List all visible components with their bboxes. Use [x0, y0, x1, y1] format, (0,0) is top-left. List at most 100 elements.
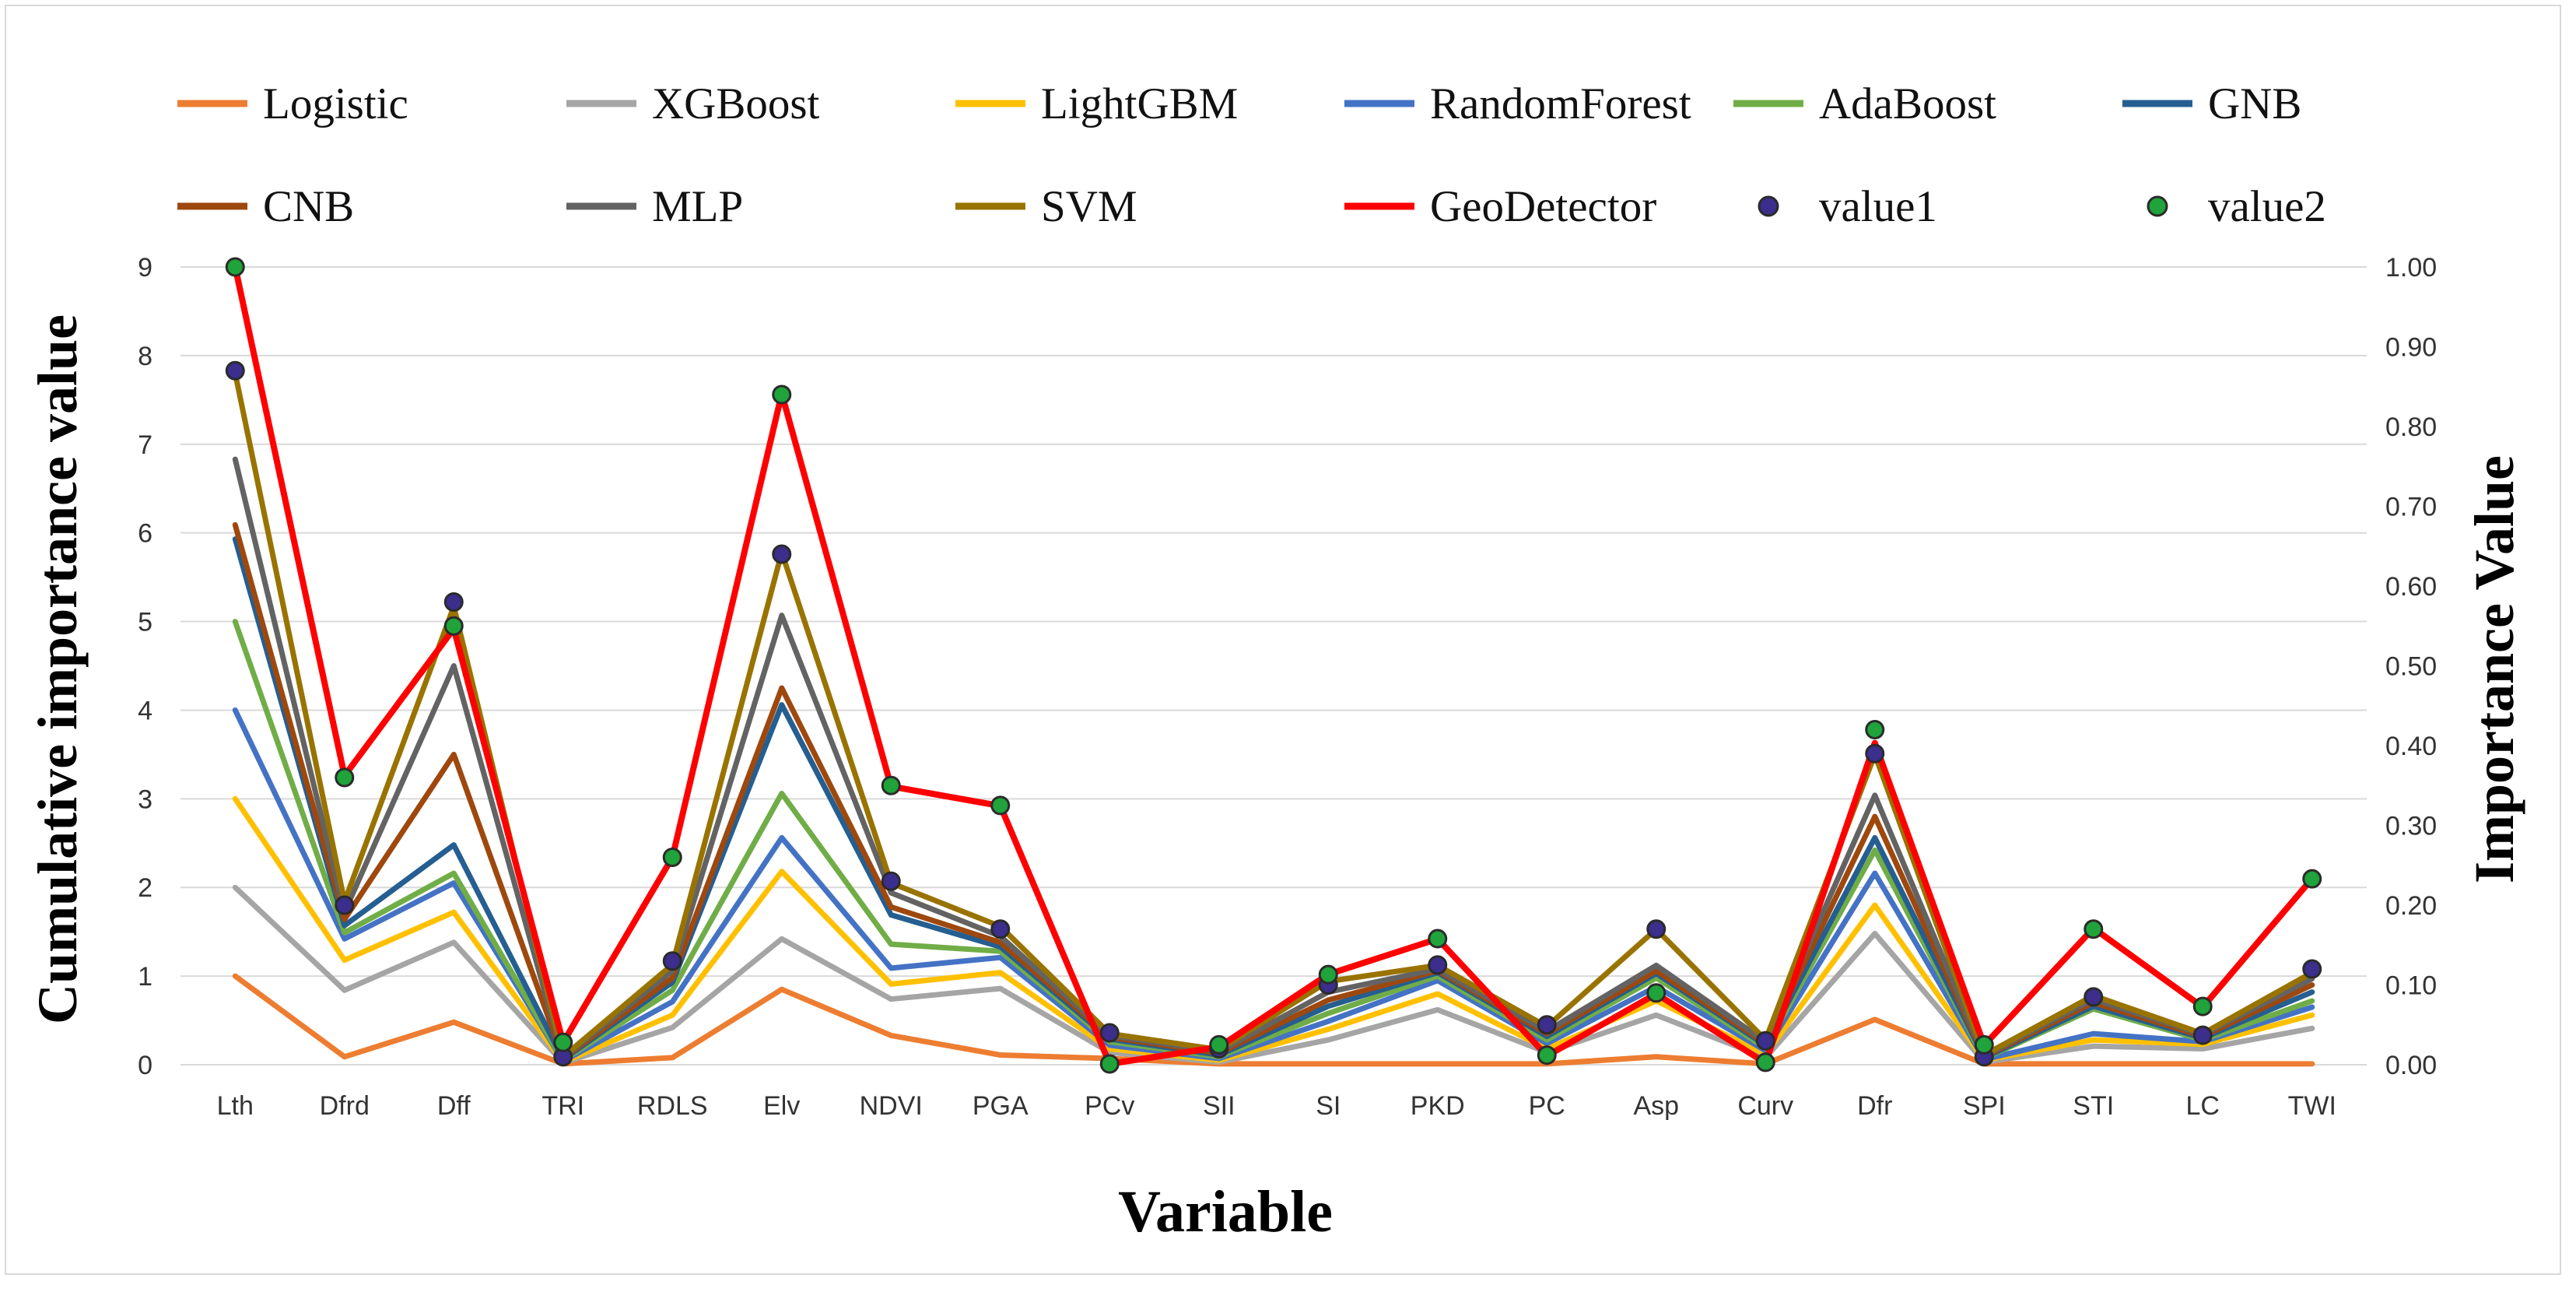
- marker-value2: [1318, 964, 1338, 985]
- marker-value2: [1755, 1052, 1775, 1073]
- marker-value2: [335, 767, 355, 788]
- legend-label-adaboost: AdaBoost: [1819, 79, 1996, 128]
- y-tick-label-left: 7: [138, 430, 152, 460]
- x-axis: Lth Dfrd Dff TRI RDLS Elv NDVI PGA PCv SII SI PKD PC…: [217, 1091, 2336, 1121]
- legend-swatch-value1: [1758, 195, 1779, 217]
- marker-value1: [2192, 1025, 2213, 1045]
- y-axis-title-left: Cumulative importance value: [26, 314, 89, 1024]
- y-tick-label-right: 1.00: [2385, 253, 2437, 283]
- marker-value1: [1755, 1030, 1775, 1051]
- marker-value2: [1428, 929, 1448, 949]
- y-tick-label-right: 0.10: [2385, 971, 2437, 1001]
- legend-label-randomforest: RandomForest: [1430, 79, 1691, 128]
- x-tick-label: Dfr: [1857, 1091, 1892, 1121]
- legend-label-value1: value1: [1819, 182, 1937, 231]
- series-line-logistic: [232, 973, 2315, 1067]
- marker-value2: [443, 616, 464, 636]
- x-tick-label: Asp: [1633, 1091, 1679, 1121]
- marker-value1: [662, 951, 682, 971]
- x-axis-title: Variable: [1118, 1179, 1333, 1245]
- x-tick-label: LC: [2186, 1091, 2220, 1121]
- legend-swatch-value2: [2147, 195, 2168, 217]
- legend-label-gnb: GNB: [2208, 79, 2301, 128]
- marker-value2: [1209, 1034, 1229, 1055]
- x-tick-label: PC: [1529, 1091, 1565, 1121]
- legend-label-xgboost: XGBoost: [652, 79, 820, 128]
- legend-label-logistic: Logistic: [263, 79, 408, 128]
- y-tick-label-right: 0.40: [2385, 732, 2437, 761]
- y-axis-left: 0 1 2 3 4 5 6 7 8 9: [138, 253, 152, 1080]
- marker-value1: [1428, 955, 1448, 975]
- marker-value1: [881, 871, 901, 891]
- marker-value1: [772, 544, 792, 564]
- x-tick-label: NDVI: [860, 1091, 923, 1121]
- legend-label-mlp: MLP: [652, 182, 743, 231]
- y-axis-right: 0.00 0.10 0.20 0.30 0.40 0.50 0.60 0.70 0.80 0.90…: [2385, 253, 2437, 1080]
- chart-frame: [5, 5, 2561, 1275]
- y-tick-label-right: 0.80: [2385, 413, 2437, 442]
- y-tick-label-right: 0.00: [2385, 1051, 2437, 1080]
- x-tick-label: PGA: [973, 1091, 1029, 1121]
- series-markers: [225, 257, 2322, 1074]
- y-tick-label-left: 6: [138, 519, 152, 549]
- y-tick-label-right: 0.20: [2385, 891, 2437, 921]
- y-tick-label-left: 8: [138, 342, 152, 371]
- marker-value1: [990, 919, 1011, 939]
- y-tick-label-right: 0.60: [2385, 572, 2437, 602]
- y-tick-label-right: 0.50: [2385, 652, 2437, 682]
- series-line-geodetector: [232, 264, 2315, 1067]
- marker-value1: [225, 360, 245, 381]
- marker-value2: [662, 848, 682, 867]
- gridlines: [180, 266, 2367, 1066]
- marker-value2: [990, 795, 1011, 816]
- y-tick-label-right: 0.90: [2385, 333, 2437, 363]
- y-tick-label-left: 5: [138, 608, 152, 637]
- x-tick-label: Curv: [1737, 1091, 1793, 1121]
- marker-value2: [1537, 1045, 1557, 1066]
- marker-value2: [2192, 996, 2213, 1016]
- legend-label-geodetector: GeoDetector: [1430, 182, 1656, 231]
- marker-value1: [335, 895, 355, 915]
- y-tick-label-left: 0: [138, 1051, 152, 1080]
- marker-value2: [1099, 1054, 1120, 1074]
- series-line-svm: [232, 370, 2315, 1060]
- x-tick-label: PKD: [1411, 1091, 1465, 1121]
- x-tick-label: PCv: [1085, 1091, 1134, 1121]
- x-tick-label: RDLS: [637, 1091, 708, 1121]
- x-tick-label: Lth: [217, 1091, 254, 1121]
- marker-value2: [2302, 869, 2322, 889]
- x-tick-label: SII: [1203, 1091, 1235, 1121]
- legend-label-cnb: CNB: [263, 182, 354, 231]
- x-tick-label: TRI: [541, 1091, 584, 1121]
- x-tick-label: SI: [1316, 1091, 1341, 1121]
- x-tick-label: TWI: [2288, 1091, 2336, 1121]
- marker-value1: [1537, 1015, 1557, 1035]
- marker-value1: [1099, 1023, 1120, 1043]
- y-axis-title-right: Importance Value: [2463, 455, 2525, 883]
- legend: Logistic XGBoost LightGBM RandomForest AdaBo…: [177, 79, 2326, 231]
- x-tick-label: SPI: [1963, 1091, 2006, 1121]
- marker-value2: [1974, 1034, 1994, 1055]
- marker-value1: [1865, 743, 1885, 764]
- legend-label-value2: value2: [2208, 182, 2326, 231]
- x-tick-label: STI: [2073, 1091, 2114, 1121]
- x-tick-label: Dfrd: [320, 1091, 370, 1121]
- y-tick-label-left: 4: [138, 696, 152, 725]
- marker-value2: [2084, 919, 2104, 939]
- marker-value1: [2084, 987, 2104, 1007]
- y-tick-label-right: 0.70: [2385, 493, 2437, 522]
- marker-value2: [225, 257, 245, 277]
- marker-value2: [1865, 720, 1885, 739]
- y-tick-label-left: 1: [138, 962, 152, 992]
- marker-value2: [881, 775, 901, 795]
- x-tick-label: Elv: [763, 1091, 800, 1121]
- y-tick-label-right: 0.30: [2385, 812, 2437, 841]
- legend-label-svm: SVM: [1041, 182, 1137, 231]
- x-tick-label: Dff: [437, 1091, 471, 1121]
- marker-value1: [1646, 919, 1667, 939]
- legend-label-lightgbm: LightGBM: [1041, 79, 1238, 128]
- marker-value1: [443, 592, 464, 612]
- marker-value2: [553, 1032, 573, 1052]
- series-line-mlp: [232, 456, 2315, 1061]
